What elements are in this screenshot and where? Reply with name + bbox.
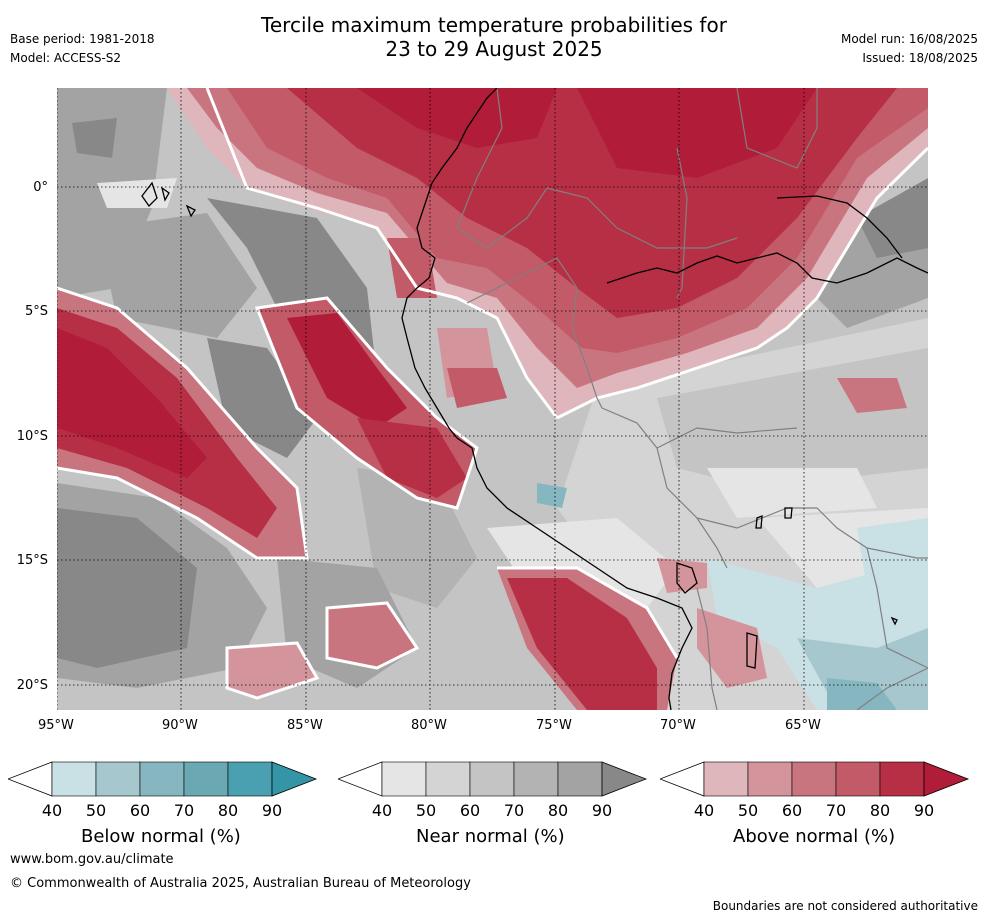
near-colorbar-under	[338, 761, 383, 797]
near-colorbar-segment	[425, 761, 471, 797]
below-colorbar-tick: 60	[129, 801, 151, 820]
colorbar-above	[660, 761, 970, 797]
above-colorbar-segment	[879, 761, 925, 797]
above-colorbar-tick: 70	[825, 801, 847, 820]
lon-label-70w: 70°W	[660, 718, 696, 733]
near-colorbar-segment	[469, 761, 515, 797]
lon-label-80w: 80°W	[411, 718, 447, 733]
below-colorbar-segment	[95, 761, 141, 797]
colorbar-near-ticks: 40 50 60 70 80 90	[338, 801, 650, 823]
near-colorbar-tick: 50	[415, 801, 437, 820]
map-title: Tercile maximum temperature probabilitie…	[0, 13, 988, 61]
above-normal-region-west	[57, 288, 477, 698]
below-colorbar-over	[271, 761, 318, 797]
below-colorbar-segment	[183, 761, 229, 797]
above-colorbar-segment	[747, 761, 793, 797]
disclaimer-text: Boundaries are not considered authoritat…	[712, 899, 978, 913]
below-colorbar-tick: 50	[85, 801, 107, 820]
above-colorbar-under	[660, 761, 705, 797]
colorbar-below-ticks: 40 50 60 70 80 90	[8, 801, 320, 823]
below-colorbar-tick: 40	[41, 801, 63, 820]
above-colorbar-tick: 40	[693, 801, 715, 820]
lon-label-65w: 65°W	[785, 718, 821, 733]
lat-label-15s: 15°S	[16, 553, 48, 568]
above-colorbar-tick: 50	[737, 801, 759, 820]
near-colorbar-tick: 40	[371, 801, 393, 820]
base-period: Base period: 1981-2018	[10, 32, 155, 46]
model-run: Model run: 16/08/2025	[840, 32, 978, 46]
title-line-2: 23 to 29 August 2025	[385, 37, 603, 61]
below-colorbar-segment	[51, 761, 97, 797]
lat-label-10s: 10°S	[16, 429, 48, 444]
copyright-text: © Commonwealth of Australia 2025, Austra…	[10, 876, 471, 891]
above-colorbar-segment	[835, 761, 881, 797]
near-colorbar-tick: 90	[591, 801, 613, 820]
colorbar-near-label: Near normal (%)	[416, 826, 565, 847]
above-colorbar-tick: 90	[913, 801, 935, 820]
country-borders	[456, 88, 928, 710]
colorbar-below	[8, 761, 318, 797]
colorbar-below-label: Below normal (%)	[81, 826, 241, 847]
below-colorbar-under	[8, 761, 53, 797]
below-colorbar-tick: 70	[173, 801, 195, 820]
near-colorbar-tick: 80	[547, 801, 569, 820]
below-colorbar-segment	[227, 761, 273, 797]
website-link[interactable]: www.bom.gov.au/climate	[10, 852, 174, 867]
title-line-1: Tercile maximum temperature probabilitie…	[261, 13, 727, 37]
near-colorbar-over	[601, 761, 648, 797]
near-colorbar-segment	[381, 761, 427, 797]
lon-label-85w: 85°W	[287, 718, 323, 733]
near-colorbar-tick: 70	[503, 801, 525, 820]
lon-label-90w: 90°W	[162, 718, 198, 733]
model-name: Model: ACCESS-S2	[10, 51, 122, 65]
lon-label-75w: 75°W	[536, 718, 572, 733]
lat-label-5s: 5°S	[24, 304, 48, 319]
above-normal-region-south	[447, 368, 907, 710]
near-colorbar-segment	[513, 761, 559, 797]
coastline	[141, 88, 928, 710]
near-colorbar-segment	[557, 761, 603, 797]
below-normal-region	[412, 208, 928, 710]
probability-map	[57, 88, 928, 710]
above-colorbar-segment	[703, 761, 749, 797]
above-colorbar-over	[923, 761, 970, 797]
near-colorbar-tick: 60	[459, 801, 481, 820]
above-colorbar-tick: 80	[869, 801, 891, 820]
colorbar-near	[338, 761, 648, 797]
above-colorbar-tick: 60	[781, 801, 803, 820]
colorbar-above-label: Above normal (%)	[733, 826, 896, 847]
above-colorbar-segment	[791, 761, 837, 797]
lat-label-0: 0°	[33, 180, 48, 195]
gridlines	[57, 88, 928, 710]
below-colorbar-tick: 90	[261, 801, 283, 820]
lat-label-20s: 20°S	[16, 678, 48, 693]
lon-label-95w: 95°W	[38, 718, 74, 733]
below-colorbar-tick: 80	[217, 801, 239, 820]
colorbar-above-ticks: 40 50 60 70 80 90	[660, 801, 972, 823]
issued-date: Issued: 18/08/2025	[862, 51, 978, 65]
below-colorbar-segment	[139, 761, 185, 797]
